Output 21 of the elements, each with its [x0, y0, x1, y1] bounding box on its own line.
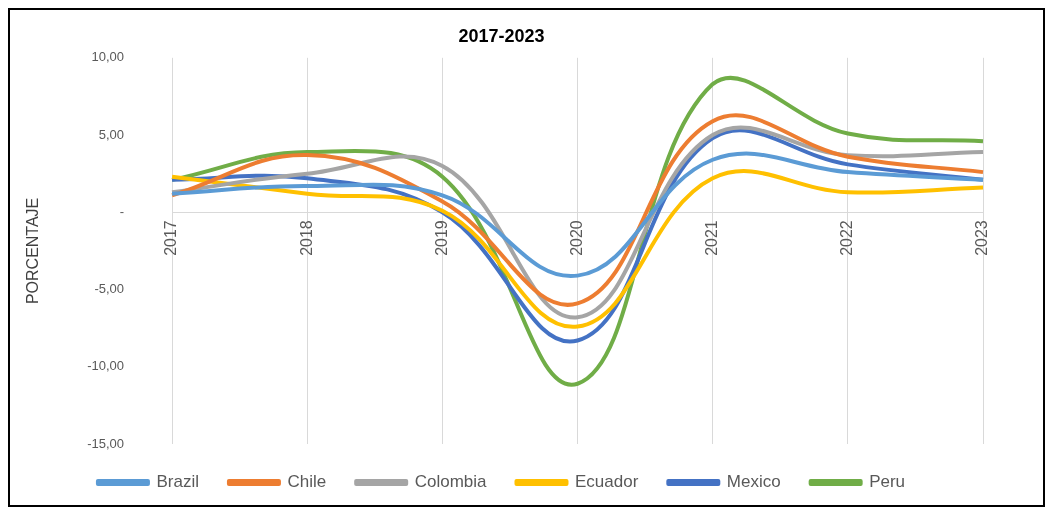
- x-tick-label: 2022: [838, 220, 856, 256]
- legend-label: Colombia: [414, 472, 488, 492]
- y-tick-label: -: [119, 203, 125, 219]
- legend-label: Brazil: [156, 472, 199, 492]
- y-tick-label: -5,00: [94, 281, 125, 297]
- x-tick-label: 2019: [432, 220, 450, 256]
- x-tick-label: 2021: [703, 220, 721, 256]
- y-tick-label: 5,00: [98, 126, 125, 142]
- x-tick-label: 2018: [297, 220, 315, 256]
- legend-label: Peru: [869, 472, 906, 492]
- chart-title: 2017-2023: [458, 25, 545, 46]
- x-tick-label: 2023: [973, 220, 991, 256]
- y-tick-label: -15,00: [87, 435, 125, 451]
- x-tick-label: 2020: [567, 220, 585, 256]
- y-tick-label: 10,00: [91, 49, 125, 65]
- legend-label: Chile: [287, 472, 327, 492]
- x-tick-label: 2017: [162, 220, 180, 256]
- legend-label: Mexico: [726, 472, 781, 492]
- legend-label: Ecuador: [574, 472, 639, 492]
- y-axis-title: PORCENTAJE: [24, 197, 42, 305]
- y-tick-label: -10,00: [87, 358, 125, 374]
